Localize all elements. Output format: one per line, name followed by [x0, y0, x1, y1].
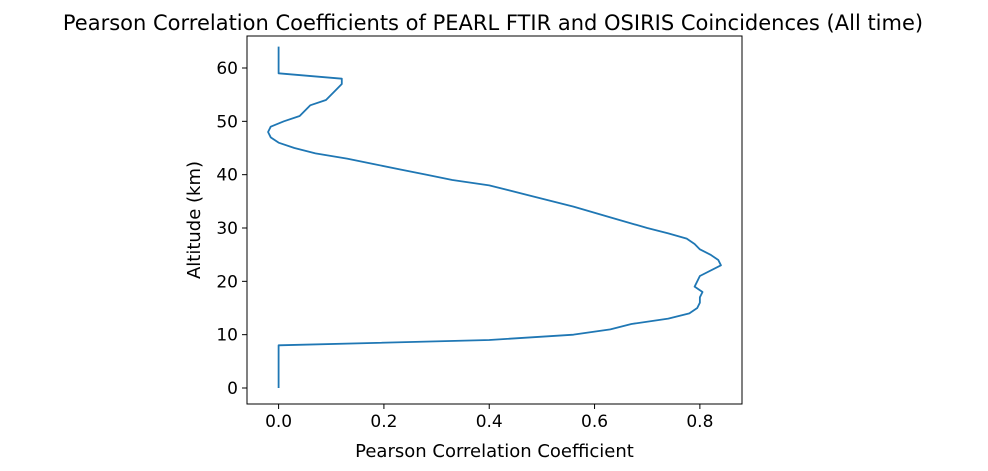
- plot-frame: [246, 35, 743, 405]
- y-tick-label: 60: [216, 59, 238, 79]
- y-tick-label: 40: [216, 166, 238, 186]
- y-tick-label: 50: [216, 112, 238, 132]
- y-axis-label: Altitude (km): [184, 161, 205, 279]
- series-line: [267, 46, 722, 388]
- x-tick-label: 0.6: [581, 412, 608, 432]
- x-tick-label: 0.8: [686, 412, 713, 432]
- y-axis-ticks: 0 10 20 30 40 50 60: [216, 59, 247, 399]
- y-tick-label: 30: [216, 219, 238, 239]
- x-axis-ticks: 0.0 0.2 0.4 0.6 0.8: [265, 404, 713, 432]
- chart-title: Pearson Correlation Coefficients of PEAR…: [63, 11, 923, 35]
- y-tick-label: 10: [216, 326, 238, 346]
- x-tick-label: 0.0: [265, 412, 292, 432]
- x-tick-label: 0.4: [476, 412, 503, 432]
- series-layer: [267, 46, 722, 388]
- y-tick-label: 0: [227, 379, 238, 399]
- y-tick-label: 20: [216, 272, 238, 292]
- x-axis-label: Pearson Correlation Coefficient: [355, 441, 634, 462]
- x-tick-label: 0.2: [370, 412, 397, 432]
